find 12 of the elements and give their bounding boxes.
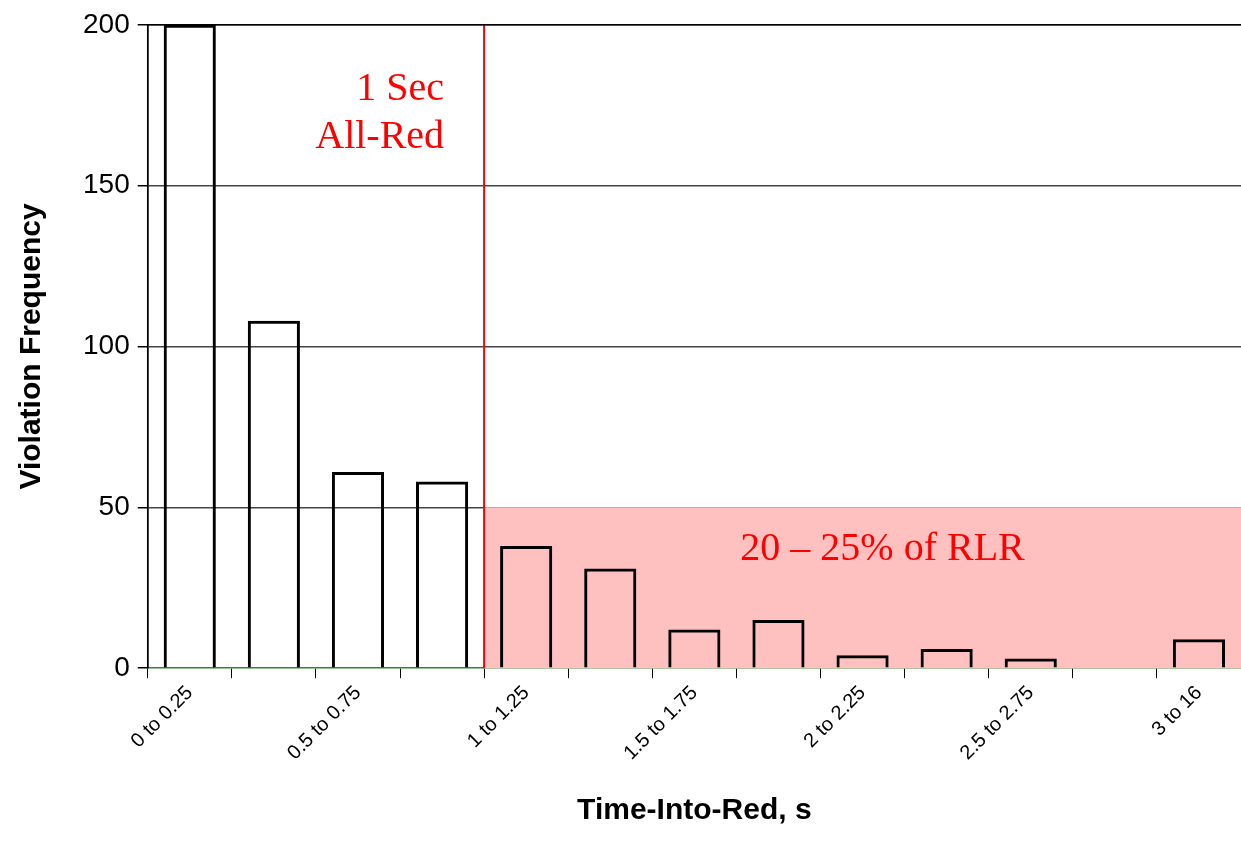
x-tick-label: 3 to 16 [1146, 680, 1206, 740]
y-tick-label: 50 [98, 490, 130, 522]
band-label: 20 – 25% of RLR [740, 523, 1026, 569]
y-tick-label: 200 [83, 7, 130, 39]
x-tick-label: 0 to 0.25 [125, 680, 197, 752]
x-axis-title: Time-Into-Red, s [577, 792, 812, 826]
y-tick-label: 150 [83, 168, 130, 200]
x-tick-label: 0.5 to 0.75 [282, 680, 365, 764]
y-tick-label: 100 [83, 329, 130, 361]
y-tick-label: 0 [114, 650, 130, 682]
ref-line-label: 1 Sec All-Red [315, 64, 445, 158]
y-axis-title: Violation Frequency [13, 203, 47, 490]
